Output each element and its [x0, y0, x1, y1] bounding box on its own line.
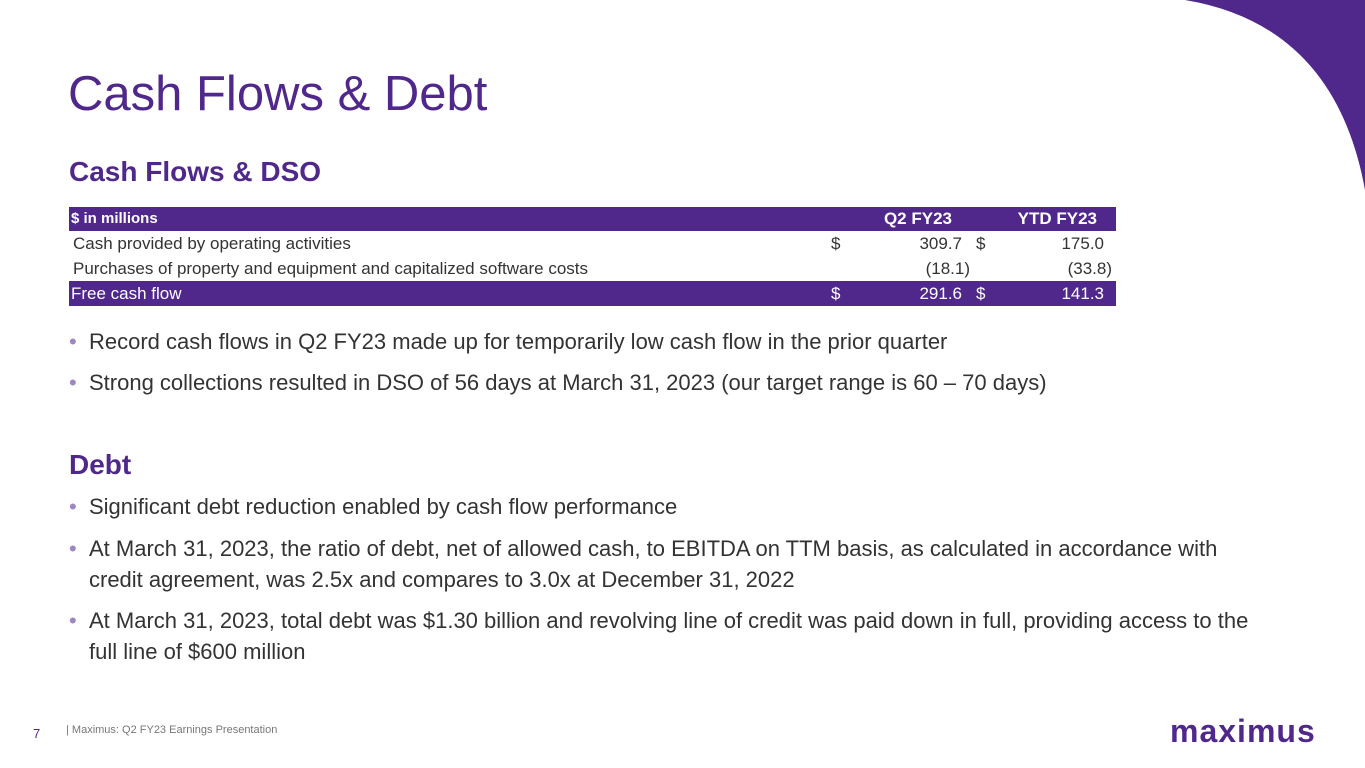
cell: 309.7	[919, 234, 962, 253]
cell: Free cash flow	[71, 284, 182, 303]
bullet: Record cash flows in Q2 FY23 made up for…	[69, 326, 1249, 357]
cell: Cash provided by operating activities	[73, 234, 351, 253]
bullet: At March 31, 2023, total debt was $1.30 …	[69, 605, 1249, 667]
cell: Purchases of property and equipment and …	[73, 259, 589, 278]
bullet: Strong collections resulted in DSO of 56…	[69, 367, 1249, 398]
bullet: Significant debt reduction enabled by ca…	[69, 491, 1249, 522]
cell: 291.6	[919, 284, 962, 303]
cell: Q2 FY23	[883, 209, 952, 228]
cell: $	[831, 284, 841, 303]
page-number: 7	[33, 726, 41, 741]
cell: YTD FY23	[1017, 209, 1097, 228]
cell: (18.1)	[925, 259, 970, 278]
cell: $	[976, 234, 986, 253]
title: Cash Flows & Debt	[68, 67, 488, 121]
cell: 175.0	[1061, 234, 1104, 253]
cell: $ in millions	[71, 210, 158, 227]
footer-text: | Maximus: Q2 FY23 Earnings Presentation	[66, 724, 278, 736]
cell: 141.3	[1061, 284, 1104, 303]
cell: $	[976, 284, 986, 303]
bullet: At March 31, 2023, the ratio of debt, ne…	[69, 533, 1249, 595]
cell: $	[831, 234, 841, 253]
section-heading: Debt	[69, 449, 132, 480]
table-header: $ in millions Q2 FY23 YTD FY23	[69, 207, 1116, 231]
cell: (33.8)	[1067, 259, 1112, 278]
table-row: Purchases of property and equipment and …	[69, 256, 1116, 281]
table-row: Free cash flow $291.6 $141.3	[69, 281, 1116, 306]
logo: maximus	[1170, 713, 1316, 749]
table-row: Cash provided by operating activities $30…	[69, 231, 1116, 256]
section-heading: Cash Flows & DSO	[69, 156, 322, 187]
